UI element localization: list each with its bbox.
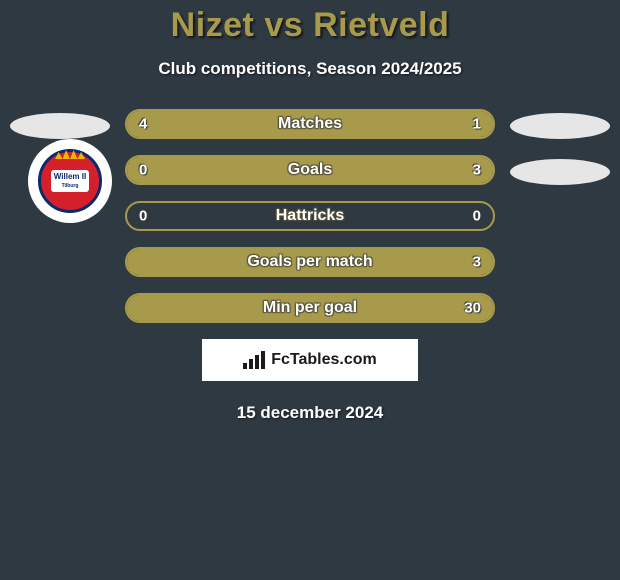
crest-city: Tilburg bbox=[62, 183, 79, 189]
stat-row: 03Goals bbox=[125, 155, 495, 185]
comparison-card: Nizet vs Rietveld Club competitions, Sea… bbox=[0, 0, 620, 423]
stat-label: Min per goal bbox=[127, 299, 493, 317]
player-right-badge-icon bbox=[510, 113, 610, 139]
chart-area: Willem II Tilburg 41Matches 03Goals 00Hatt… bbox=[0, 109, 620, 423]
page-title: Nizet vs Rietveld bbox=[0, 6, 620, 45]
crest-shield: Willem II Tilburg bbox=[38, 149, 102, 213]
date-label: 15 december 2024 bbox=[0, 403, 620, 423]
player-right-badge2-icon bbox=[510, 159, 610, 185]
stat-label: Goals bbox=[127, 161, 493, 179]
stat-label: Matches bbox=[127, 115, 493, 133]
crown-icon bbox=[55, 149, 85, 159]
club-crest-icon: Willem II Tilburg bbox=[28, 139, 112, 223]
stat-row: 00Hattricks bbox=[125, 201, 495, 231]
stat-label: Goals per match bbox=[127, 253, 493, 271]
subtitle: Club competitions, Season 2024/2025 bbox=[0, 59, 620, 79]
brand-text: FcTables.com bbox=[271, 351, 377, 369]
player-left-badge-icon bbox=[10, 113, 110, 139]
stat-row: 41Matches bbox=[125, 109, 495, 139]
stat-row: 30Min per goal bbox=[125, 293, 495, 323]
stat-bars: 41Matches 03Goals 00Hattricks 3Goals per ma… bbox=[125, 109, 495, 323]
crest-label: Willem II Tilburg bbox=[51, 170, 89, 192]
bars-icon bbox=[243, 351, 265, 369]
stat-row: 3Goals per match bbox=[125, 247, 495, 277]
stat-label: Hattricks bbox=[127, 207, 493, 225]
crest-club: Willem II bbox=[54, 172, 86, 181]
brand-badge: FcTables.com bbox=[202, 339, 418, 381]
